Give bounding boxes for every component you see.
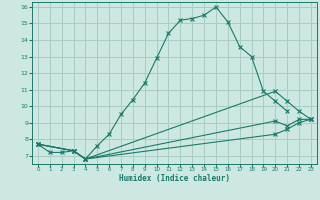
X-axis label: Humidex (Indice chaleur): Humidex (Indice chaleur) (119, 174, 230, 183)
